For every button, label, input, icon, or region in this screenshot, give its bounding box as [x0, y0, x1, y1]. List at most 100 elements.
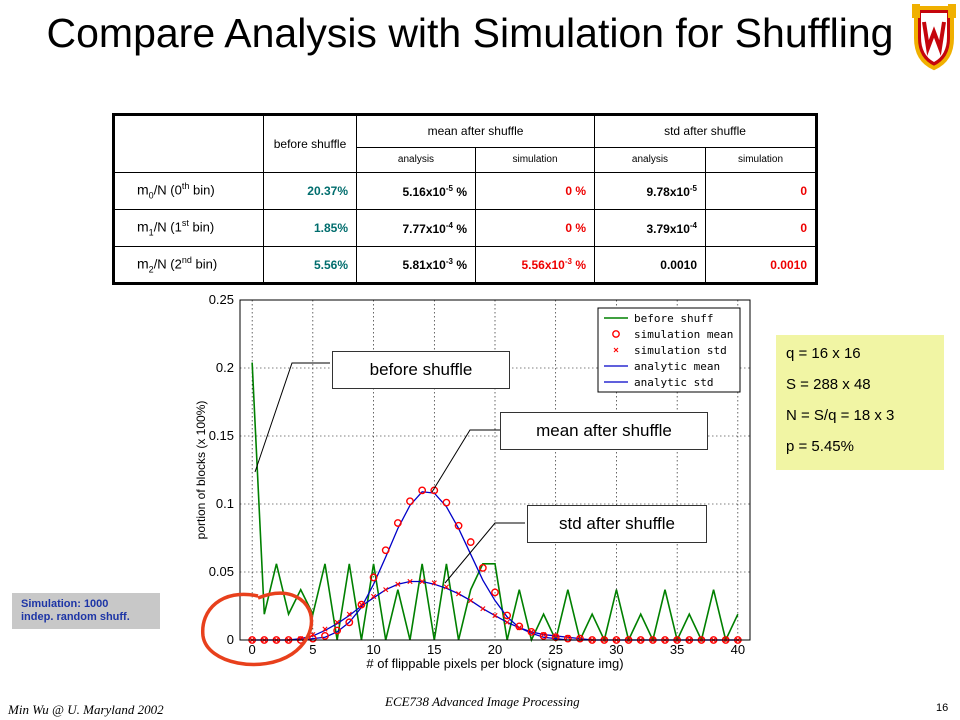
x-tick-label: 20 [488, 642, 502, 657]
x-tick-label: 25 [548, 642, 562, 657]
table-row: m2/N (2nd bin) 5.56% 5.81x10-3 % 5.56x10… [113, 246, 817, 284]
statistics-table: before shuffle mean after shuffle std af… [112, 113, 818, 285]
legend-box [597, 307, 741, 393]
param-p: p = 5.45% [786, 438, 854, 455]
simulation-std-point [395, 581, 401, 587]
y-tick-label: 0.2 [216, 360, 234, 375]
simulation-mean-point [563, 634, 572, 643]
page-number: 16 [936, 702, 949, 714]
footer-author: Min Wu @ U. Maryland 2002 [8, 702, 164, 717]
slide-title: Compare Analysis with Simulation for Shu… [46, 10, 894, 56]
simulation-std-point [540, 631, 547, 638]
simulation-note-line2: indep. random shuff. [21, 611, 130, 623]
std-shuffle-pointer [444, 522, 525, 584]
simulation-std-point [492, 612, 498, 619]
before-shuffle-pointer [254, 362, 330, 473]
simulation-std-point [407, 578, 413, 585]
simulation-mean-point [357, 600, 366, 609]
simulation-mean-point [442, 498, 451, 507]
simulation-mean-point [345, 618, 354, 627]
param-q: q = 16 x 16 [786, 345, 861, 362]
mean-simulation-bin2: 5.56x10-3 % [475, 246, 595, 284]
legend-label: simulation mean [634, 328, 733, 341]
university-crest-logo [912, 4, 956, 71]
callout-before-shuffle: before shuffle [332, 351, 510, 389]
before-bin0: 20.37% [263, 172, 357, 210]
simulation-mean-point [393, 519, 402, 527]
subheader-mean-analysis: analysis [356, 146, 476, 174]
y-tick-label: 0.15 [209, 428, 234, 443]
y-tick-label: 0 [227, 632, 234, 647]
x-tick-label: 5 [309, 642, 316, 657]
x-tick-label: 0 [249, 642, 256, 657]
subheader-std-analysis: analysis [594, 146, 706, 174]
simulation-std-point [358, 602, 365, 608]
simulation-mean-point [308, 634, 317, 643]
y-tick-label: 0.25 [209, 292, 234, 307]
chart-axes-frame [239, 299, 751, 641]
simulation-std-point [455, 591, 462, 597]
simulation-std-point [468, 597, 474, 604]
simulation-std-point [419, 578, 425, 585]
simulation-std-point [516, 625, 522, 631]
simulation-mean-point [369, 573, 378, 582]
simulation-mean-point [576, 634, 584, 643]
simulation-mean-point [406, 497, 414, 506]
table-row: m1/N (1st bin) 1.85% 7.77x10-4 % 0 % 3.7… [113, 209, 817, 247]
simulation-mean-point [418, 486, 427, 495]
y-tick-label: 0.1 [216, 496, 234, 511]
simulation-std-point [504, 619, 510, 625]
simulation-mean-point [491, 588, 499, 597]
parameter-box: q = 16 x 16 S = 288 x 48 N = S/q = 18 x … [776, 335, 944, 470]
simulation-std-point [346, 611, 352, 617]
y-tick-label: 0.05 [209, 564, 234, 579]
header-before-shuffle: before shuffle [263, 114, 357, 173]
x-axis-label: # of flippable pixels per block (signatu… [366, 656, 623, 671]
simulation-std-point [322, 626, 328, 632]
std-analysis-bin2: 0.0010 [594, 246, 706, 284]
table-row: m0/N (0th bin) 20.37% 5.16x10-5 % 0 % 9.… [113, 172, 817, 210]
simulation-std-point [443, 584, 450, 590]
x-tick-label: 30 [609, 642, 623, 657]
mean-analysis-bin2: 5.81x10-3 % [356, 246, 476, 284]
simulation-std-point [553, 633, 559, 639]
row-label-bin2: m2/N (2nd bin) [113, 246, 264, 284]
mean-analysis-bin1: 7.77x10-4 % [356, 209, 476, 247]
legend-label: analytic mean [634, 360, 720, 373]
mean-simulation-bin0: 0 % [475, 172, 595, 210]
x-tick-label: 40 [731, 642, 745, 657]
simulation-std-point [310, 631, 316, 638]
before-bin1: 1.85% [263, 209, 357, 247]
std-simulation-bin0: 0 [705, 172, 817, 210]
chart-ticks: 0 5 10 15 20 25 30 35 40 0 0.05 0.1 0.15 0.2 0.25 [209, 292, 745, 657]
simulation-mean-point [454, 521, 463, 530]
y-axis-label: portion of blocks (x 100%) [194, 401, 208, 540]
simulation-mean-point [515, 622, 524, 631]
simulation-std-point [431, 580, 437, 586]
legend-swatch-circle [612, 330, 620, 338]
simulation-std-point [334, 619, 340, 625]
series-line-before-shuff [251, 362, 739, 643]
simulation-mean-point [539, 632, 548, 640]
simulation-mean-point [527, 627, 536, 636]
simulation-mean-point [321, 632, 329, 640]
simulation-mean-point [503, 611, 512, 620]
std-analysis-bin0: 9.78x10-5 [594, 172, 706, 210]
simulation-std-point [528, 629, 535, 635]
legend-label: analytic std [634, 376, 713, 389]
simulation-mean-point [466, 538, 475, 546]
simulation-std-point [565, 634, 571, 640]
subheader-std-simulation: simulation [705, 146, 817, 174]
callout-mean-after-shuffle: mean after shuffle [500, 412, 708, 450]
legend-label: simulation std [634, 344, 727, 357]
x-tick-label: 15 [427, 642, 441, 657]
simulation-std-point [480, 606, 486, 612]
simulation-note-line1: Simulation: 1000 [21, 598, 109, 610]
std-simulation-bin2: 0.0010 [705, 246, 817, 284]
x-tick-label: 10 [366, 642, 380, 657]
mean-shuffle-pointer [431, 429, 500, 493]
simulation-mean-point [333, 626, 342, 635]
param-s: S = 288 x 48 [786, 376, 871, 393]
header-std-after-shuffle: std after shuffle [594, 114, 817, 148]
